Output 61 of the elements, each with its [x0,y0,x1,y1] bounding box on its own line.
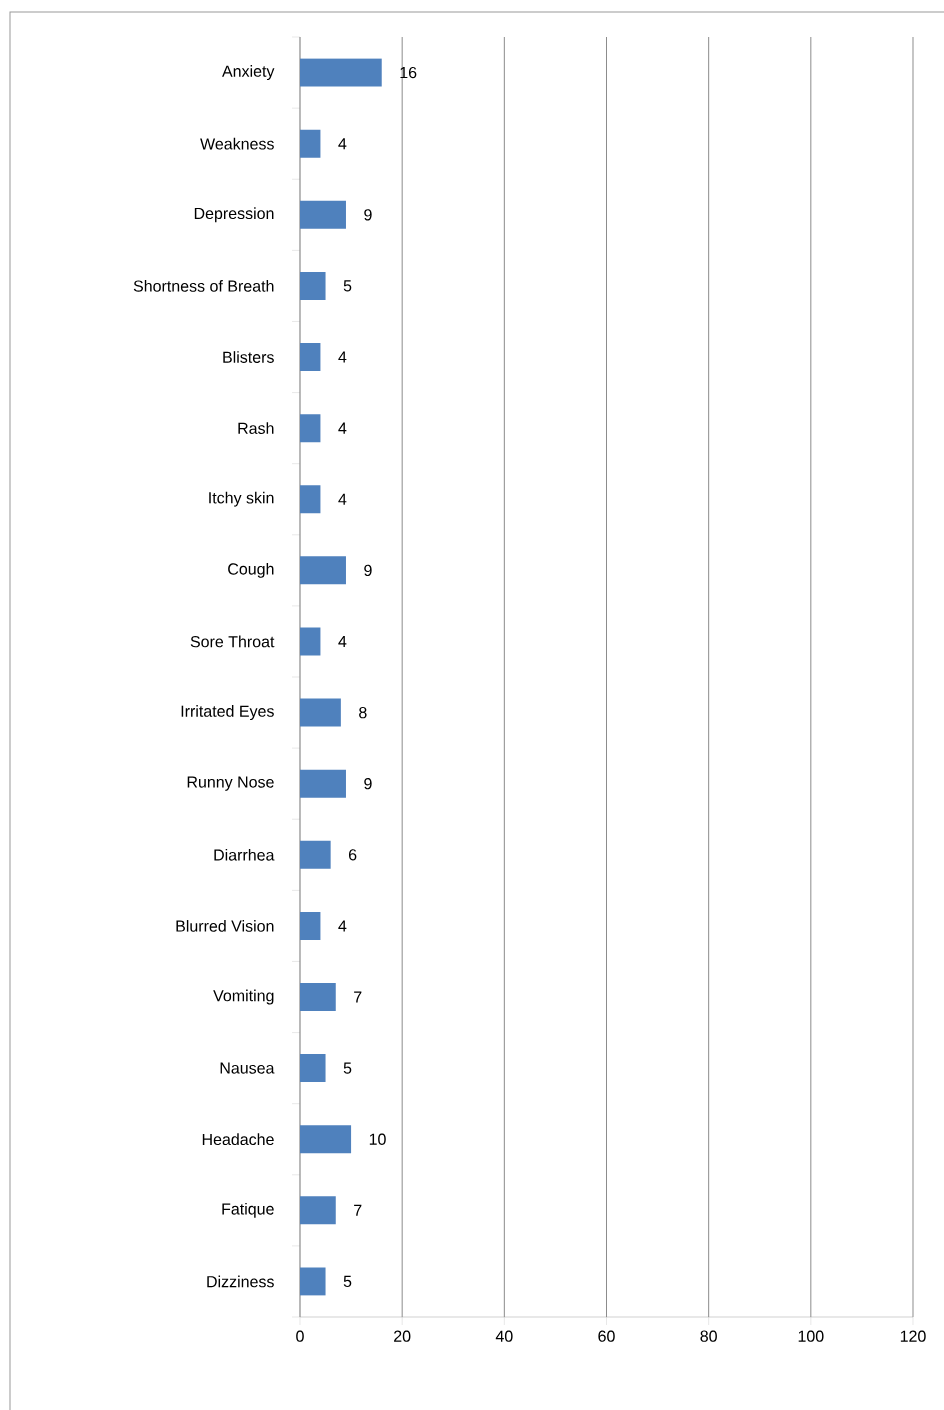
data-label: 16 [400,66,417,79]
x-tick-label: 120 [900,1330,926,1342]
y-tick-label: Blisters [223,351,274,363]
data-label: 9 [364,564,372,577]
data-label: 5 [343,280,352,292]
data-label: 10 [369,1133,386,1145]
x-tick-label: 100 [798,1330,824,1342]
bar [300,1125,352,1154]
data-label: 4 [338,635,347,647]
y-tick-label: Blurred Vision [176,920,274,932]
bar [300,485,321,514]
bar [300,911,321,940]
x-tick-label: 40 [495,1330,513,1342]
y-tick-label: Diarrhea [214,848,275,861]
bar [300,1267,326,1296]
y-tick-label: Anxiety [222,65,275,81]
y-tick-label: Vomiting [213,989,274,1005]
y-tick-label: Cough [228,562,274,578]
bar [300,200,346,229]
x-tick-label: 20 [394,1330,411,1342]
y-tick-label: Irritated Eyes [181,705,274,721]
y-tick-label: Rash [238,422,274,434]
data-label: 7 [354,1204,362,1216]
x-tick-label: 80 [700,1330,717,1342]
y-tick-label: Shortness of Breath [133,280,274,292]
y-tick-label: Depression [194,207,274,223]
data-label: 5 [343,1062,352,1074]
y-tick-label: Headache [202,1133,274,1146]
y-tick-label: Weakness [200,137,274,150]
data-label: 4 [338,493,347,505]
bar [300,627,321,656]
y-tick-label: Nausea [220,1062,275,1074]
bar [300,556,346,585]
data-label: 8 [359,706,367,719]
data-label: 6 [349,849,357,861]
data-label: 4 [338,138,347,150]
y-tick-label: Sore Throat [190,635,275,648]
y-tick-label: Itchy skin [209,491,274,507]
y-tick-label: Fatique [222,1202,274,1218]
bar [300,414,321,443]
data-label: 4 [338,351,347,363]
data-label: 7 [354,991,362,1003]
bar [300,343,321,372]
bar [300,1054,326,1083]
bar [300,840,331,869]
data-label: 9 [364,778,372,790]
bar [300,698,341,727]
data-label: 4 [338,920,347,932]
bar [300,271,326,300]
data-label: 9 [364,209,372,221]
bar [300,983,336,1012]
x-tick-label: 0 [296,1330,304,1342]
bar [300,129,321,158]
bar [300,1196,336,1225]
data-label: 5 [343,1275,352,1288]
bar [300,58,382,87]
y-tick-label: Dizziness [207,1275,274,1288]
x-tick-label: 60 [598,1330,615,1342]
data-label: 4 [338,422,347,434]
bar [300,769,346,798]
y-tick-label: Runny Nose [187,776,274,791]
